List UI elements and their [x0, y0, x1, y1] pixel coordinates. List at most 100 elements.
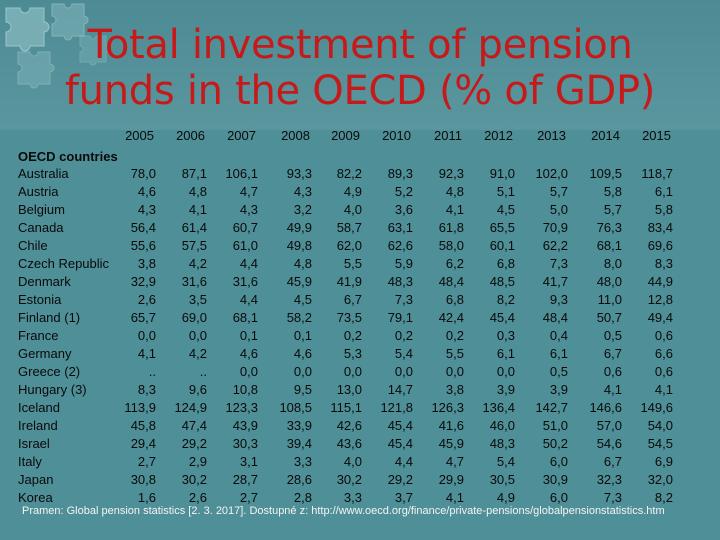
value-cell: 6,2	[445, 256, 464, 271]
value-cell: 93,3	[286, 166, 312, 181]
value-cell: 6,7	[603, 346, 622, 361]
year-header-cell: 2009	[331, 128, 360, 143]
value-cell: 118,7	[641, 166, 673, 181]
value-cell: 92,3	[438, 166, 464, 181]
value-cell: 4,8	[188, 184, 207, 199]
value-cell: 30,2	[181, 472, 207, 487]
value-cell: 123,3	[225, 400, 258, 415]
value-cell: 10,8	[232, 382, 258, 397]
value-cell: 5,1	[496, 184, 515, 199]
value-cell: 28,6	[286, 472, 312, 487]
value-cell: 9,6	[188, 382, 207, 397]
value-cell: ..	[199, 364, 207, 379]
value-cell: 29,9	[438, 472, 464, 487]
value-cell: 41,9	[336, 274, 362, 289]
value-cell: 5,3	[343, 346, 362, 361]
value-cell: 49,9	[286, 220, 312, 235]
table-row: Finland (1) 65,7 69,0 68,1 58,2 73,5 79,1 42,4 4…	[16, 309, 716, 327]
value-cell: 63,1	[387, 220, 413, 235]
value-cell: 41,6	[438, 418, 464, 433]
value-cell: 4,0	[343, 202, 362, 217]
table-row: Chile 55,6 57,5 61,0 49,8 62,0 62,6 58,0 60,1 62,…	[16, 237, 716, 255]
value-cell: 106,1	[225, 166, 258, 181]
value-cell: 0,2	[445, 328, 464, 343]
country-name: Iceland	[18, 400, 60, 415]
value-cell: 4,1	[654, 382, 673, 397]
value-cell: 3,9	[549, 382, 568, 397]
value-cell: 5,0	[549, 202, 568, 217]
value-cell: 136,4	[482, 400, 515, 415]
value-cell: 4,1	[603, 382, 622, 397]
table-row: Czech Republic 3,8 4,2 4,4 4,8 5,5 5,9 6,2 6,8 7,…	[16, 255, 716, 273]
value-cell: 5,5	[343, 256, 362, 271]
value-cell: 3,3	[343, 490, 362, 505]
slide-title: Total investment of pension funds in the…	[0, 22, 720, 114]
value-cell: 146,6	[589, 400, 622, 415]
group-label: OECD countries	[18, 149, 118, 164]
value-cell: 0,1	[239, 328, 258, 343]
value-cell: 113,9	[124, 400, 156, 415]
value-cell: 30,8	[130, 472, 156, 487]
country-name: Korea	[18, 490, 53, 505]
value-cell: 30,9	[542, 472, 568, 487]
value-cell: 30,2	[336, 472, 362, 487]
value-cell: 2,8	[293, 490, 312, 505]
value-cell: 57,5	[181, 238, 207, 253]
value-cell: 32,3	[596, 472, 622, 487]
table-row: Italy 2,7 2,9 3,1 3,3 4,0 4,4 4,7 5,4 6,0 6,7 6,9	[16, 453, 716, 471]
country-name: France	[18, 328, 59, 343]
value-cell: 4,3	[293, 184, 312, 199]
value-cell: 4,1	[445, 202, 464, 217]
year-header-cell: 2014	[591, 128, 620, 143]
value-cell: 115,1	[330, 400, 362, 415]
value-cell: 4,3	[137, 202, 156, 217]
value-cell: 61,0	[232, 238, 258, 253]
value-cell: 61,8	[438, 220, 464, 235]
table-row: France 0,0 0,0 0,1 0,1 0,2 0,2 0,2 0,3 0,4 0,5 0,6	[16, 327, 716, 345]
value-cell: 126,3	[431, 400, 464, 415]
value-cell: 4,6	[137, 184, 156, 199]
value-cell: 48,3	[489, 436, 515, 451]
value-cell: 28,7	[232, 472, 258, 487]
value-cell: 102,0	[535, 166, 568, 181]
value-cell: 49,4	[647, 310, 673, 325]
value-cell: 70,9	[542, 220, 568, 235]
value-cell: 5,7	[603, 202, 622, 217]
country-name: Belgium	[18, 202, 65, 217]
value-cell: 3,8	[445, 382, 464, 397]
value-cell: 4,5	[496, 202, 515, 217]
value-cell: 45,4	[387, 418, 413, 433]
value-cell: 121,8	[380, 400, 413, 415]
value-cell: 41,7	[542, 274, 568, 289]
value-cell: 14,7	[387, 382, 413, 397]
value-cell: 58,2	[286, 310, 312, 325]
value-cell: 48,5	[489, 274, 515, 289]
value-cell: 45,9	[438, 436, 464, 451]
value-cell: 3,2	[293, 202, 312, 217]
value-cell: 4,1	[445, 490, 464, 505]
value-cell: 60,1	[489, 238, 515, 253]
table-row: Greece (2).... 0,0 0,0 0,0 0,0 0,0 0,0 0,5 0,6 0,…	[16, 363, 716, 381]
table-row: Israel 29,4 29,2 30,3 39,4 43,6 45,4 45,9 48,3 50…	[16, 435, 716, 453]
value-cell: 65,7	[130, 310, 156, 325]
value-cell: 8,2	[654, 490, 673, 505]
value-cell: 3,9	[496, 382, 515, 397]
value-cell: 5,8	[603, 184, 622, 199]
value-cell: 6,1	[549, 346, 568, 361]
value-cell: 54,0	[647, 418, 673, 433]
value-cell: 2,7	[137, 454, 156, 469]
country-name: Finland (1)	[18, 310, 81, 325]
value-cell: 32,0	[647, 472, 673, 487]
value-cell: 4,4	[239, 292, 258, 307]
year-header-cell: 2013	[537, 128, 566, 143]
value-cell: 6,8	[445, 292, 464, 307]
value-cell: 2,7	[239, 490, 258, 505]
value-cell: 45,4	[387, 436, 413, 451]
value-cell: 0,1	[293, 328, 312, 343]
value-cell: 124,9	[174, 400, 207, 415]
value-cell: 7,3	[603, 490, 622, 505]
value-cell: 32,9	[130, 274, 156, 289]
value-cell: 5,4	[496, 454, 515, 469]
pension-investment-table: 2005 2006 2007 2008 2009 2010 2011 2012 2013 2014…	[16, 128, 716, 505]
value-cell: 61,4	[181, 220, 207, 235]
